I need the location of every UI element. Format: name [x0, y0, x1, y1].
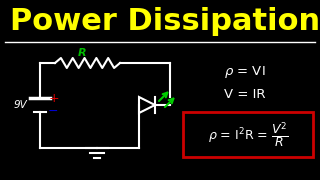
- Text: R: R: [78, 48, 87, 58]
- Text: 9V: 9V: [13, 100, 27, 110]
- Text: −: −: [48, 105, 58, 118]
- Text: $\rho$ = I$^2$R = $\dfrac{V^2}{R}$: $\rho$ = I$^2$R = $\dfrac{V^2}{R}$: [208, 120, 288, 150]
- Text: $\rho$ = VI: $\rho$ = VI: [224, 64, 266, 80]
- Text: +: +: [49, 93, 59, 105]
- Text: V = IR: V = IR: [224, 89, 266, 102]
- Text: Power Dissipation: Power Dissipation: [10, 8, 320, 37]
- Bar: [183, 112, 313, 157]
